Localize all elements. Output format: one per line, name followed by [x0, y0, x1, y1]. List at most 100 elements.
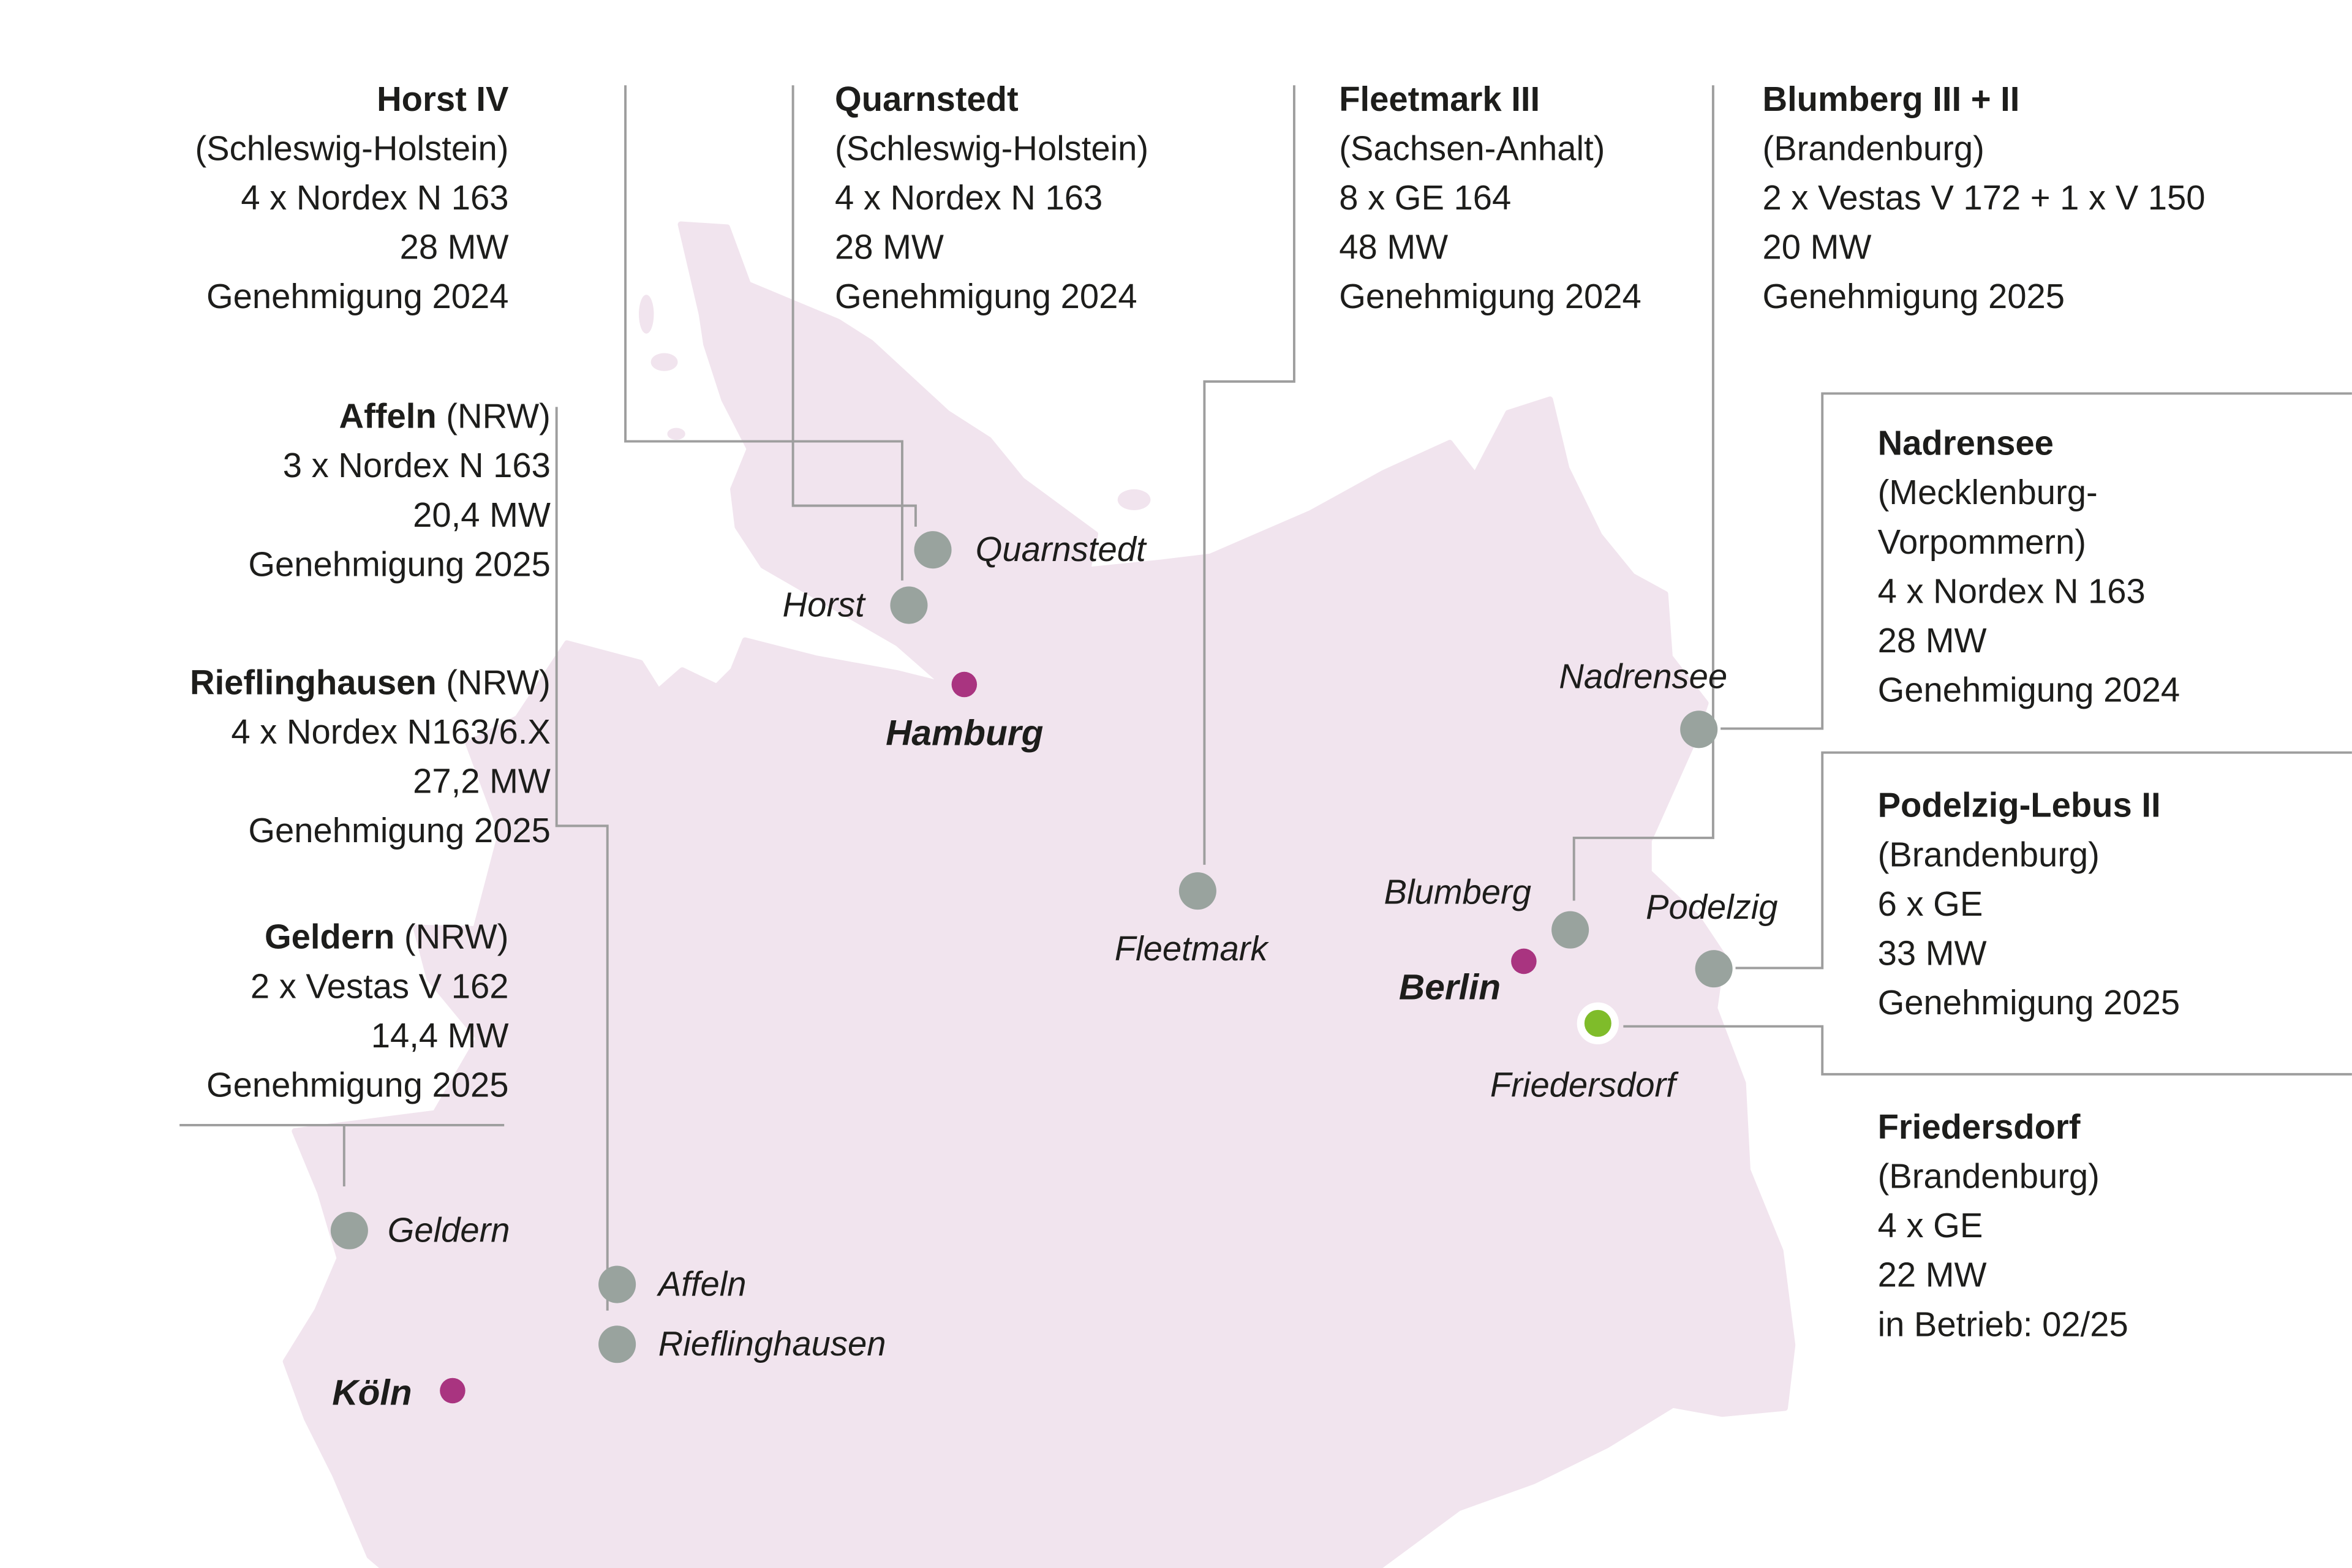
leader-line-geldern	[179, 1123, 505, 1187]
leader-line-fleetmark	[1203, 85, 1295, 865]
project-name: Blumberg III + II	[1762, 79, 2020, 118]
project-capacity: 28 MW	[835, 227, 944, 266]
project-region: (Schleswig-Holstein)	[195, 129, 509, 168]
map-label-blumberg: Blumberg	[1384, 872, 1531, 911]
callout-horst-iv: Horst IV (Schleswig-Holstein) 4 x Nordex…	[195, 75, 508, 322]
map-label-quarnstedt: Quarnstedt	[975, 529, 1146, 569]
project-capacity: 28 MW	[1877, 620, 1987, 660]
project-status: in Betrieb: 02/25	[1877, 1305, 2128, 1344]
map-label-hamburg: Hamburg	[886, 714, 1044, 755]
island-shape	[667, 428, 685, 440]
map-dot-koeln	[440, 1378, 466, 1404]
map-dot-friedersdorf	[1577, 1002, 1619, 1045]
map-label-fleetmark: Fleetmark	[1114, 929, 1268, 968]
map-dot-affeln	[598, 1265, 636, 1303]
project-status: Genehmigung 2025	[1762, 276, 2065, 316]
project-status: Genehmigung 2025	[1877, 982, 2180, 1022]
project-name: Nadrensee	[1877, 423, 2054, 462]
map-dot-blumberg	[1551, 911, 1589, 949]
project-capacity: 20 MW	[1762, 227, 1872, 266]
project-region: (Schleswig-Holstein)	[835, 129, 1149, 168]
map-label-podelzig: Podelzig	[1645, 887, 1778, 927]
project-region-inline: (NRW)	[446, 663, 551, 702]
germany-map-shape	[282, 221, 1796, 1568]
project-turbines: 8 x GE 164	[1339, 178, 1512, 217]
project-name: Rieflinghausen (NRW)	[189, 663, 551, 702]
map-label-friedersdorf: Friedersdorf	[1490, 1065, 1676, 1104]
leader-line-quarnstedt	[791, 85, 917, 527]
project-region: Vorpommern)	[1877, 522, 2086, 562]
map-dot-geldern	[330, 1212, 368, 1250]
callout-podelzig-lebus-ii: Podelzig-Lebus II (Brandenburg) 6 x GE 3…	[1878, 781, 2180, 1028]
project-capacity: 20,4 MW	[413, 495, 551, 535]
project-turbines: 4 x Nordex N 163	[241, 178, 509, 217]
project-region-inline: (NRW)	[446, 396, 551, 435]
island-shape	[639, 295, 654, 334]
map-dot-berlin	[1511, 948, 1537, 974]
project-name: Friedersdorf	[1877, 1107, 2081, 1147]
project-status: Genehmigung 2025	[206, 1065, 509, 1104]
map-dot-fleetmark	[1178, 872, 1216, 910]
project-turbines: 3 x Nordex N 163	[282, 445, 551, 485]
project-status: Genehmigung 2025	[248, 810, 551, 850]
callout-geldern: Geldern (NRW) 2 x Vestas V 162 14,4 MW G…	[206, 913, 509, 1110]
island-shape	[1117, 489, 1151, 510]
callout-quarnstedt: Quarnstedt (Schleswig-Holstein) 4 x Nord…	[835, 75, 1148, 322]
callout-fleetmark-iii: Fleetmark III (Sachsen-Anhalt) 8 x GE 16…	[1339, 75, 1642, 322]
project-region-inline: (NRW)	[404, 917, 509, 956]
leader-line-friedersdorf	[1623, 1025, 2352, 1076]
leader-line-podelzig	[1735, 751, 2352, 970]
project-turbines: 4 x Nordex N 163	[835, 178, 1103, 217]
callout-rieflinghausen: Rieflinghausen (NRW) 4 x Nordex N163/6.X…	[190, 658, 551, 856]
map-dot-podelzig	[1695, 950, 1733, 988]
map-label-berlin: Berlin	[1398, 968, 1501, 1009]
project-region: (Brandenburg)	[1877, 1156, 2100, 1196]
project-name: Affeln (NRW)	[339, 396, 551, 435]
project-capacity: 28 MW	[399, 227, 509, 266]
project-turbines: 6 x GE	[1877, 884, 1983, 924]
map-label-geldern: Geldern	[387, 1210, 510, 1250]
island-shape	[650, 353, 678, 371]
project-status: Genehmigung 2024	[835, 276, 1137, 316]
project-capacity: 48 MW	[1339, 227, 1449, 266]
leader-line-blumberg	[1572, 85, 1714, 901]
map-label-affeln: Affeln	[658, 1264, 747, 1303]
map-label-horst: Horst	[782, 585, 865, 624]
project-name: Fleetmark III	[1339, 79, 1540, 118]
leader-line-horst-iv	[624, 85, 903, 581]
project-name: Horst IV	[377, 79, 509, 118]
project-capacity: 27,2 MW	[413, 761, 551, 801]
project-name: Quarnstedt	[835, 79, 1019, 118]
project-region: (Brandenburg)	[1762, 129, 1985, 168]
project-region: (Sachsen-Anhalt)	[1339, 129, 1605, 168]
project-turbines: 2 x Vestas V 162	[250, 966, 509, 1006]
project-status: Genehmigung 2024	[206, 276, 509, 316]
project-region: (Mecklenburg-	[1877, 472, 2098, 512]
map-dot-nadrensee	[1680, 710, 1718, 748]
project-status: Genehmigung 2024	[1339, 276, 1642, 316]
project-name: Geldern (NRW)	[264, 917, 509, 956]
map-label-koeln: Köln	[332, 1373, 412, 1414]
callout-friedersdorf: Friedersdorf (Brandenburg) 4 x GE 22 MW …	[1878, 1102, 2128, 1349]
leader-line-affeln-rieflinghausen	[555, 407, 609, 1311]
map-label-nadrensee: Nadrensee	[1559, 657, 1728, 696]
callout-blumberg-iii-ii: Blumberg III + II (Brandenburg) 2 x Vest…	[1763, 75, 2206, 322]
map-dot-rieflinghausen	[598, 1325, 636, 1363]
project-status: Genehmigung 2024	[1877, 670, 2180, 709]
project-region: (Brandenburg)	[1877, 835, 2100, 874]
project-turbines: 4 x GE	[1877, 1205, 1983, 1245]
project-status: Genehmigung 2025	[248, 545, 551, 584]
project-turbines: 4 x Nordex N 163	[1877, 571, 2146, 611]
project-capacity: 14,4 MW	[371, 1016, 509, 1055]
callout-nadrensee: Nadrensee (Mecklenburg- Vorpommern) 4 x …	[1878, 419, 2180, 715]
map-dot-hamburg	[951, 671, 978, 698]
project-capacity: 22 MW	[1877, 1255, 1987, 1294]
map-dot-horst	[890, 586, 928, 624]
map-label-rieflinghausen: Rieflinghausen	[658, 1324, 886, 1363]
leader-line-nadrensee	[1721, 392, 2352, 730]
project-capacity: 33 MW	[1877, 933, 1987, 973]
map-dot-quarnstedt	[914, 531, 952, 569]
project-name: Podelzig-Lebus II	[1877, 785, 2161, 824]
